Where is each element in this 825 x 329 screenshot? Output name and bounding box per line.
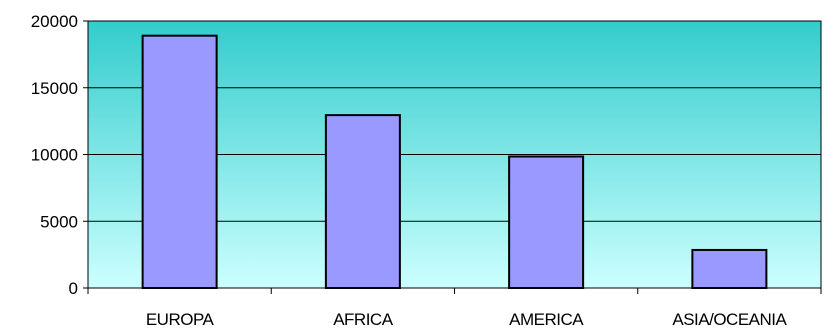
x-tick-label: EUROPA xyxy=(146,310,215,329)
bar-america xyxy=(508,155,585,289)
bar-asia-oceania xyxy=(691,248,768,289)
y-tick-label: 20000 xyxy=(31,12,78,31)
axes xyxy=(83,20,822,294)
bar-africa xyxy=(324,114,401,290)
x-tick-label: AFRICA xyxy=(333,310,394,329)
y-tick-label: 15000 xyxy=(31,79,78,98)
y-tick-label: 5000 xyxy=(40,212,78,231)
y-tick-label: 0 xyxy=(69,279,78,298)
y-tick-labels: 0 5000 10000 15000 20000 xyxy=(31,12,78,298)
x-tick-labels: EUROPA AFRICA AMERICA ASIA/OCEANIA xyxy=(146,310,788,329)
y-tick-label: 10000 xyxy=(31,146,78,165)
bar-europa xyxy=(141,34,218,290)
x-tick-label: ASIA/OCEANIA xyxy=(672,310,787,329)
x-tick-label: AMERICA xyxy=(509,310,584,329)
